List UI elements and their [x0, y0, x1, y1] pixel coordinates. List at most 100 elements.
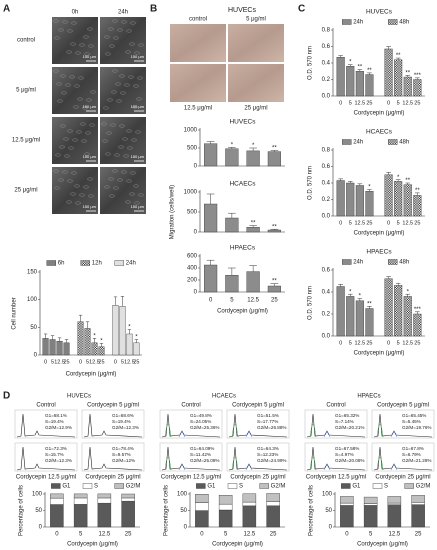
x-tick-label: 5 [397, 340, 400, 346]
condition-label: Cordycepin 12.5 μg/ml [306, 475, 366, 481]
phase-stat: G2/M=12% [112, 458, 135, 463]
cell-texture [85, 131, 91, 135]
cell-texture [80, 122, 86, 126]
cell-texture [113, 186, 119, 190]
histogram-frame [14, 409, 78, 439]
cell-texture [120, 91, 126, 95]
x-tick-label: 12.5 [354, 340, 365, 346]
bar [121, 493, 135, 499]
bar [403, 184, 412, 217]
cell-type-label: HPAECs [357, 394, 380, 400]
y-tick-label: 200 [187, 278, 198, 284]
y-tick-label: 1000 [184, 190, 198, 196]
bar [225, 275, 239, 293]
bar [204, 264, 218, 293]
bar [97, 493, 112, 499]
x-tick-label: 5 [397, 220, 400, 226]
legend-swatch [46, 260, 56, 266]
y-tick-label: 500 [187, 210, 198, 216]
cell-texture [112, 19, 118, 23]
bar [266, 501, 280, 506]
cell-texture [126, 29, 132, 33]
cell-texture [77, 97, 83, 101]
significance: * [252, 143, 255, 149]
cell-texture [54, 186, 60, 190]
cell-texture [61, 91, 67, 95]
legend-swatch [388, 259, 398, 265]
histogram-trace [228, 446, 288, 471]
y-tick-label: 0.2 [322, 312, 331, 318]
condition-label: Cordycepin 12.5 μg/ml [16, 475, 76, 481]
bar [403, 296, 412, 337]
condition-label: Cordycepin 5 μg/ml [232, 403, 284, 409]
y-tick-label: 0.4 [322, 181, 331, 187]
cell-texture [130, 171, 136, 175]
legend-label: G1 [207, 484, 216, 490]
bar [394, 285, 403, 337]
phase-stat: G2/M=26.88% [257, 425, 287, 430]
bar [98, 346, 105, 356]
x-tick-label: 12.5 [247, 298, 259, 304]
histogram-trace [306, 413, 366, 438]
significance: ** [367, 301, 372, 307]
scale-bar-label: 150 μm [131, 104, 145, 109]
legend-swatch [372, 483, 383, 489]
cell-texture [102, 139, 108, 143]
cell-texture [75, 51, 81, 55]
x-axis-label: Cordycepin (μg/ml) [212, 542, 263, 548]
cell-texture [75, 201, 81, 205]
phase-stat: G1=64.3% [257, 446, 279, 451]
bar [336, 57, 345, 97]
bar [411, 504, 425, 528]
significance: * [100, 338, 103, 344]
legend-swatch [341, 483, 351, 489]
significance: ** [357, 65, 362, 71]
y-tick-label: 400 [187, 266, 198, 272]
cell-texture [72, 138, 78, 142]
bar [387, 496, 402, 504]
significance: ** [272, 279, 277, 285]
cell-texture [137, 76, 143, 80]
chart-title: HCAECs [366, 129, 393, 136]
cell-texture [78, 76, 84, 80]
significance: ** [367, 68, 372, 74]
fit-g1 [309, 424, 317, 438]
bar [346, 66, 355, 97]
x-tick-label: 0 [387, 340, 390, 346]
cell-texture [119, 74, 125, 78]
significance: ** [405, 178, 410, 184]
cell-texture [86, 98, 92, 102]
y-tick-label: 100 [177, 492, 188, 498]
cell-texture [128, 75, 134, 79]
significance: * [349, 289, 352, 295]
micrograph [100, 167, 146, 214]
y-tick-label: 600 [187, 254, 198, 260]
legend-label: S [239, 484, 243, 490]
y-tick-label: 0.4 [322, 290, 331, 296]
cell-texture [104, 185, 110, 189]
phase-stat: S=4.97% [335, 452, 354, 457]
bar [73, 493, 88, 499]
bar [411, 502, 425, 505]
significance: ** [272, 146, 277, 152]
x-tick-label: 12.5 [54, 359, 65, 365]
bar [204, 203, 218, 233]
phase-stat: S=24.05% [190, 419, 211, 424]
cell-texture [105, 152, 111, 156]
bar [246, 150, 260, 167]
bar [218, 503, 233, 511]
legend-swatch [259, 483, 269, 489]
chart-title: HUVECs [229, 119, 256, 126]
bar [246, 271, 260, 293]
phase-stat: G1=68.1% [45, 413, 67, 418]
significance: * [397, 175, 400, 181]
cell-texture [113, 36, 119, 40]
bar [384, 174, 393, 217]
image-label: 5 μg/ml [246, 17, 266, 23]
bar [225, 148, 239, 167]
phase-stat: G1=64.09% [190, 446, 214, 451]
cell-texture [121, 170, 127, 174]
phase-stat: G2/M=20.08% [335, 458, 365, 463]
cell-texture [71, 21, 77, 25]
bar [394, 181, 403, 217]
